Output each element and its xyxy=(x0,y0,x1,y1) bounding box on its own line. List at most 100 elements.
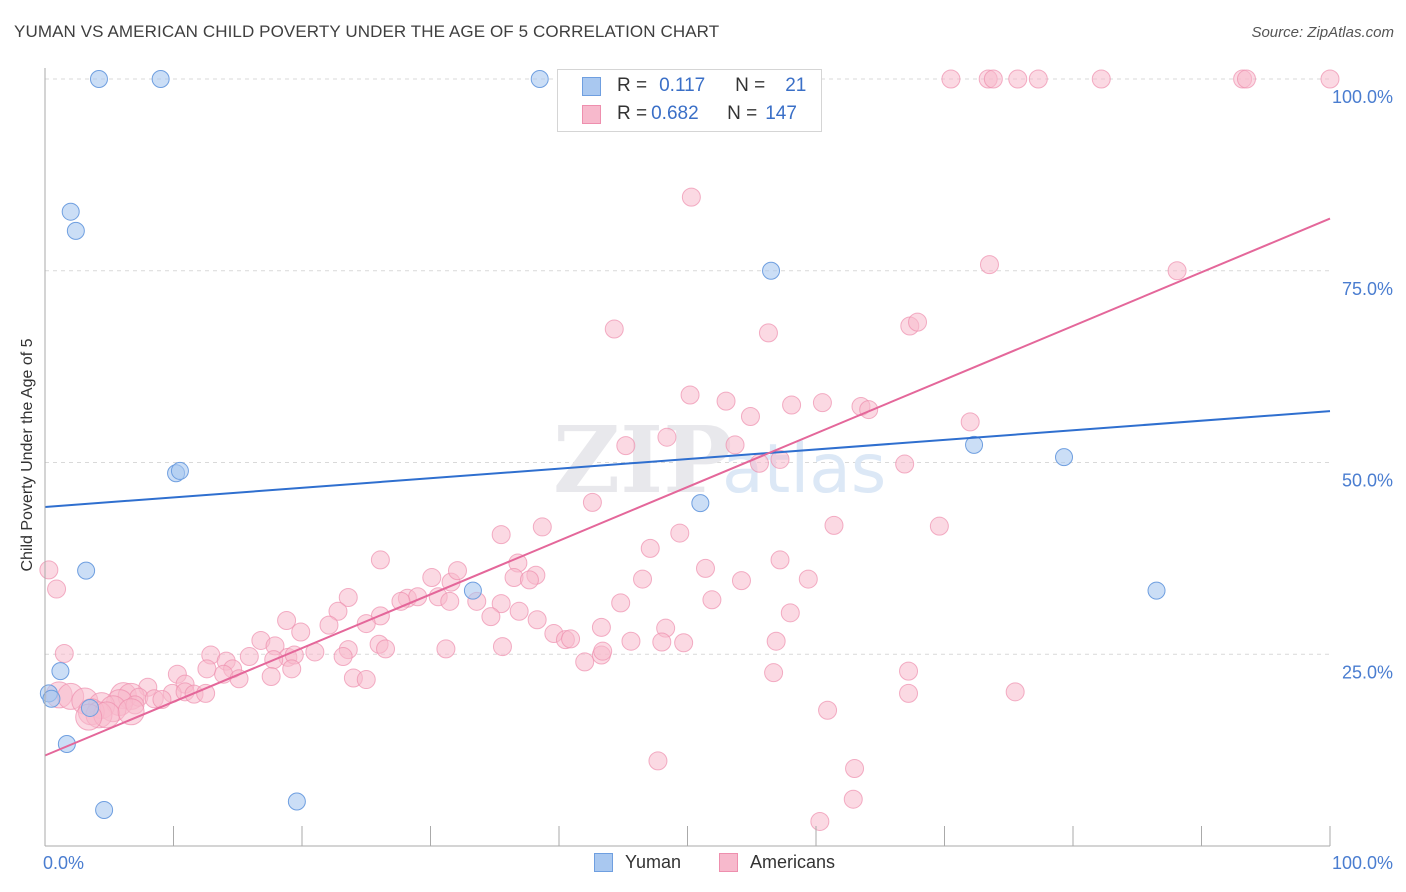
americans-point xyxy=(979,255,999,275)
americans-point xyxy=(782,395,802,415)
americans-point xyxy=(895,454,915,474)
americans-point xyxy=(1320,69,1340,89)
americans-point xyxy=(648,751,668,771)
americans-point xyxy=(519,570,539,590)
americans-point xyxy=(681,187,701,207)
legend-label-yuman: Yuman xyxy=(625,852,682,872)
americans-point xyxy=(282,659,302,679)
americans-point xyxy=(491,525,511,545)
americans-point xyxy=(239,647,259,667)
americans-point xyxy=(674,633,694,653)
americans-point xyxy=(291,622,311,642)
legend-item-yuman[interactable]: Yuman xyxy=(594,852,681,873)
americans-point xyxy=(491,594,511,614)
americans-point xyxy=(611,593,631,613)
yuman-point xyxy=(965,435,984,454)
americans-point xyxy=(960,412,980,432)
americans-point xyxy=(810,811,830,831)
yuman-point xyxy=(51,662,70,681)
americans-point xyxy=(509,601,529,621)
yuman-point xyxy=(61,202,80,221)
yuman-point xyxy=(530,70,549,88)
legend-item-americans[interactable]: Americans xyxy=(719,852,835,873)
americans-point xyxy=(604,319,624,339)
y-tick-label: 75.0% xyxy=(1342,279,1393,299)
americans-point xyxy=(652,632,672,652)
yuman-point xyxy=(1055,448,1074,467)
yuman-trend-line xyxy=(44,410,1331,508)
x-tick-label: 100.0% xyxy=(1332,853,1393,873)
americans-point xyxy=(824,515,844,535)
americans-point xyxy=(983,69,1003,89)
yuman-point xyxy=(95,800,114,819)
americans-point xyxy=(670,523,690,543)
americans-point xyxy=(798,569,818,589)
americans-point xyxy=(47,579,67,599)
americans-point xyxy=(1236,69,1256,89)
n-label: N = xyxy=(727,103,758,124)
americans-point xyxy=(770,550,790,570)
americans-point xyxy=(261,666,281,686)
stats-row-americans: R = 0.682 N = 147 xyxy=(582,100,797,128)
americans-point xyxy=(356,670,376,690)
yuman-swatch xyxy=(582,76,601,96)
americans-point xyxy=(338,587,358,607)
source-credit: Source: ZipAtlas.com xyxy=(1251,24,1394,41)
americans-trend-line xyxy=(44,217,1331,757)
americans-point xyxy=(780,603,800,623)
americans-point xyxy=(764,663,784,683)
americans-point xyxy=(440,591,460,611)
r-label: R = xyxy=(617,103,648,124)
americans-point xyxy=(929,516,949,536)
americans-point xyxy=(680,385,700,405)
americans-point xyxy=(657,427,677,447)
yuman-point xyxy=(42,689,61,708)
yuman-point xyxy=(691,494,710,513)
americans-point xyxy=(481,607,501,627)
americans-point xyxy=(899,683,919,703)
americans-point xyxy=(54,643,74,663)
r-value: 0.117 xyxy=(659,75,706,96)
americans-point xyxy=(702,590,722,610)
americans-point xyxy=(1028,69,1048,89)
y-tick-label: 25.0% xyxy=(1342,662,1393,682)
americans-point xyxy=(616,436,636,456)
yuman-swatch xyxy=(594,853,613,872)
americans-point xyxy=(845,759,865,779)
stats-row-yuman: R = 0.117 N = 21 xyxy=(582,72,806,100)
chart-title: YUMAN VS AMERICAN CHILD POVERTY UNDER TH… xyxy=(14,22,720,41)
yuman-point xyxy=(89,70,108,88)
americans-point xyxy=(731,571,751,591)
americans-point xyxy=(532,517,552,537)
watermark-atlas: atlas xyxy=(722,430,886,509)
americans-swatch xyxy=(582,104,601,124)
americans-point xyxy=(561,629,581,649)
americans-point xyxy=(766,631,786,651)
y-tick-label: 50.0% xyxy=(1342,471,1393,491)
americans-point xyxy=(370,550,390,570)
americans-point xyxy=(899,661,919,681)
americans-point xyxy=(908,312,928,332)
americans-point xyxy=(818,700,838,720)
americans-point xyxy=(376,639,396,659)
americans-point xyxy=(196,683,216,703)
americans-point xyxy=(591,617,611,637)
americans-point xyxy=(39,560,59,580)
yuman-point xyxy=(170,461,189,480)
americans-point xyxy=(575,652,595,672)
yuman-point xyxy=(1147,581,1166,600)
stats-legend: R = 0.117 N = 21 R = 0.682 N = 147 xyxy=(557,69,822,132)
n-label: N = xyxy=(735,75,766,96)
americans-point xyxy=(328,601,348,621)
americans-point xyxy=(593,641,613,661)
americans-point xyxy=(319,615,339,635)
americans-point xyxy=(527,610,547,630)
americans-point xyxy=(422,568,442,588)
americans-point xyxy=(621,631,641,651)
americans-point xyxy=(633,569,653,589)
yuman-point xyxy=(287,792,306,811)
yuman-point xyxy=(151,70,170,88)
x-tick-label: 0.0% xyxy=(43,853,84,873)
y-axis-label: Child Poverty Under the Age of 5 xyxy=(19,338,36,572)
